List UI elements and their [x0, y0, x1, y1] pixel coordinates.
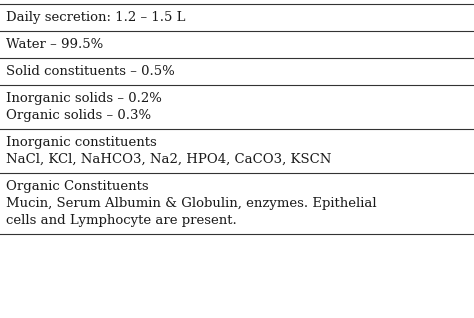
Text: Mucin, Serum Albumin & Globulin, enzymes. Epithelial: Mucin, Serum Albumin & Globulin, enzymes…	[6, 197, 377, 210]
Text: Organic Constituents: Organic Constituents	[6, 180, 149, 193]
Text: cells and Lymphocyte are present.: cells and Lymphocyte are present.	[6, 214, 237, 227]
Text: Inorganic constituents: Inorganic constituents	[6, 136, 157, 149]
Text: Water – 99.5%: Water – 99.5%	[6, 38, 103, 51]
Text: NaCl, KCl, NaHCO3, Na2, HPO4, CaCO3, KSCN: NaCl, KCl, NaHCO3, Na2, HPO4, CaCO3, KSC…	[6, 153, 331, 166]
Text: Inorganic solids – 0.2%: Inorganic solids – 0.2%	[6, 92, 162, 105]
Text: Solid constituents – 0.5%: Solid constituents – 0.5%	[6, 65, 175, 78]
Text: Organic solids – 0.3%: Organic solids – 0.3%	[6, 109, 151, 122]
Text: Daily secretion: 1.2 – 1.5 L: Daily secretion: 1.2 – 1.5 L	[6, 11, 185, 24]
